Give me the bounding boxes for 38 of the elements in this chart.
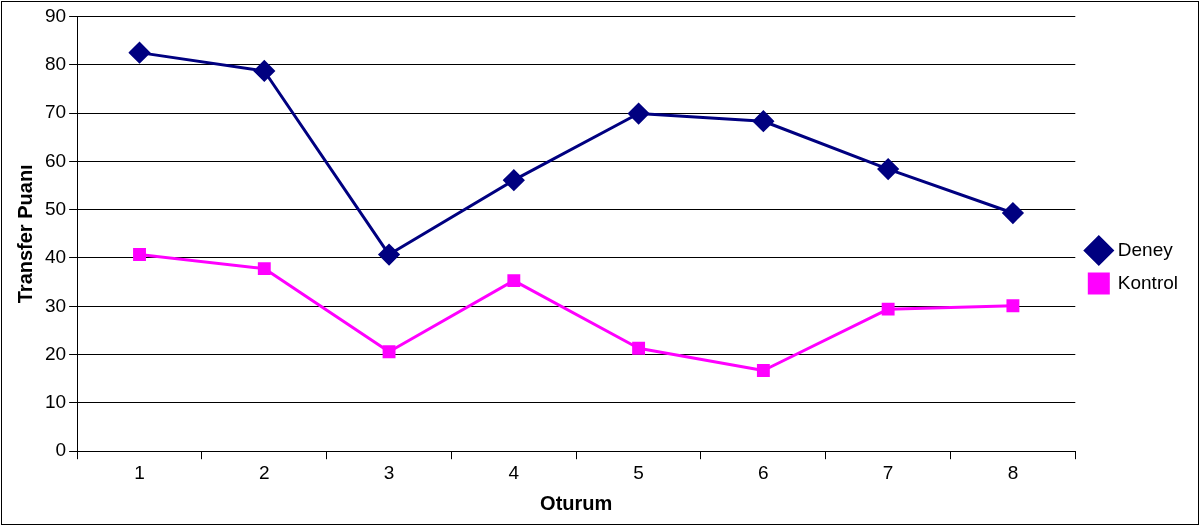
point [503,169,525,191]
x-tick-label: 3 [383,461,395,483]
point [378,244,400,266]
y-tick-label: 90 [44,4,67,26]
y-tick-label: 30 [44,294,67,316]
x-tick-label: 4 [508,461,520,483]
point [881,302,895,316]
x-tick-label: 7 [882,461,894,483]
y-tick-label: 0 [55,439,67,461]
legend-label: Kontrol [1117,271,1178,293]
point [632,341,646,355]
y-tick-label: 10 [44,391,67,413]
point [129,42,151,64]
y-tick-label: 80 [44,52,67,74]
point [382,345,396,359]
x-tick-label: 2 [259,461,270,483]
y-tick-label: 60 [44,149,67,171]
point [507,274,521,288]
x-tick-label: 1 [134,461,145,483]
y-tick-label: 50 [44,197,67,219]
y-axis-title: Transfer Puanı [13,164,36,304]
point [756,364,770,377]
x-axis-title: Oturum [540,491,613,514]
point [253,60,275,82]
point [1002,202,1024,224]
y-tick-label: 70 [44,101,67,123]
point [133,248,146,262]
x-tick-label: 5 [633,461,644,483]
y-tick-label: 20 [44,342,67,364]
point [877,158,899,180]
legend-label: Deney [1117,238,1174,260]
x-tick-label: 8 [1007,461,1019,483]
x-tick-label: 6 [758,461,769,483]
y-tick-label: 40 [44,246,67,268]
point [257,262,271,276]
point [752,110,774,132]
point [628,103,650,125]
point [1006,299,1020,313]
